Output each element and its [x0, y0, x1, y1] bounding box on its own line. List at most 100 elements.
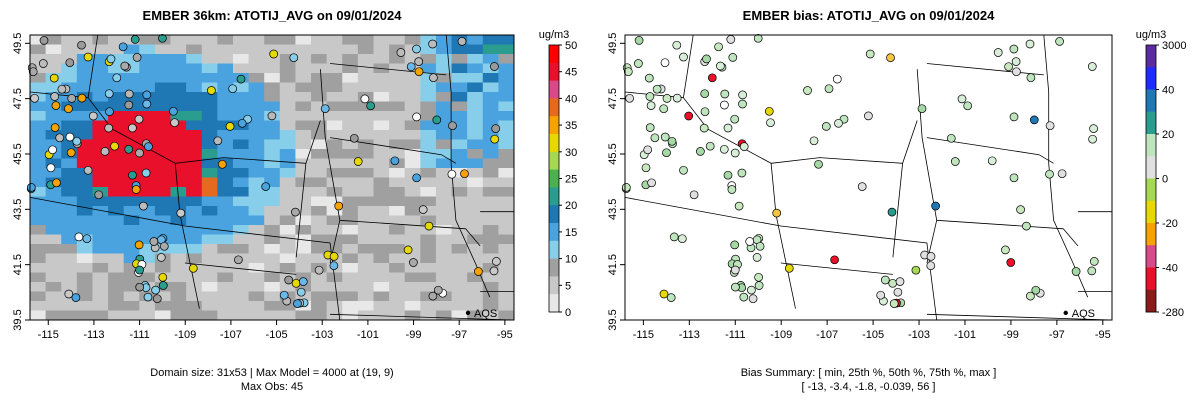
colorbar-swatch [1146, 200, 1156, 224]
grid-cell [170, 263, 187, 273]
grid-cell [45, 130, 62, 140]
grid-cell [92, 111, 109, 121]
colorbar-tick-label: 30 [565, 147, 577, 159]
grid-cell [451, 101, 468, 112]
obs-station [67, 94, 77, 103]
grid-cell [420, 291, 437, 302]
grid-cell [373, 301, 390, 311]
grid-cell [154, 130, 171, 140]
grid-cell [76, 187, 93, 197]
bias-station [621, 183, 631, 192]
grid-cell [248, 149, 265, 159]
grid-cell [482, 149, 499, 159]
grid-cell [435, 196, 452, 207]
colorbar-swatch [549, 240, 559, 260]
bias-station [911, 265, 921, 275]
grid-cell [61, 206, 78, 216]
grid-cell [482, 291, 499, 302]
colorbar-tick-label: 20 [1162, 129, 1174, 141]
grid-cell [123, 177, 140, 188]
grid-cell [201, 111, 218, 121]
grid-cell [186, 92, 203, 102]
grid-cell [279, 54, 296, 64]
grid-cell [482, 225, 499, 235]
obs-station [143, 292, 153, 302]
grid-cell [123, 310, 140, 321]
obs-station [353, 157, 363, 166]
grid-cell [357, 158, 374, 169]
grid-cell [342, 130, 359, 140]
bias-station [644, 73, 654, 83]
grid-cell [326, 54, 343, 64]
bias-station [731, 282, 740, 292]
obs-station [30, 93, 39, 103]
grid-cell [311, 54, 328, 64]
bias-station [821, 122, 831, 131]
grid-cell [435, 206, 452, 216]
state-border-line [624, 197, 938, 321]
grid-cell [108, 253, 125, 264]
bias-station [660, 58, 670, 68]
grid-cell [248, 73, 265, 83]
grid-cell [342, 291, 359, 302]
grid-cell [186, 168, 203, 178]
chart-title: EMBER 36km: ATOTIJ_AVG on 09/01/2024 [143, 8, 403, 23]
grid-cell [264, 310, 281, 321]
obs-station [414, 57, 424, 66]
grid-cell [373, 158, 390, 169]
grid-cell [232, 282, 249, 292]
grid-cell [451, 149, 468, 159]
grid-cell [404, 54, 421, 64]
grid-cell [451, 73, 468, 83]
grid-cell [92, 35, 109, 45]
grid-cell [45, 63, 62, 74]
grid-cell [420, 35, 437, 45]
state-border-line [295, 163, 307, 258]
obs-station [188, 263, 198, 273]
grid-cell [201, 177, 218, 188]
grid-cell [61, 35, 78, 45]
grid-cell [201, 215, 218, 226]
grid-cell [279, 130, 296, 140]
grid-cell [404, 158, 421, 169]
grid-cell [467, 168, 484, 178]
grid-cell [123, 82, 140, 93]
grid-cell [373, 120, 390, 131]
grid-cell [482, 253, 499, 264]
grid-cell [170, 215, 187, 226]
y-tick-label: 39.5 [12, 309, 24, 330]
colorbar-units-label: ug/m3 [539, 29, 570, 41]
grid-cell [498, 101, 515, 112]
grid-cell [30, 35, 47, 45]
grid-cell [279, 139, 296, 150]
grid-cell [467, 225, 484, 235]
grid-cell [389, 187, 406, 197]
obs-station [135, 148, 144, 158]
grid-cell [217, 215, 234, 226]
obs-station [457, 37, 467, 46]
bias-station [752, 253, 762, 262]
bias-station [720, 89, 730, 99]
grid-cell [61, 158, 78, 169]
grid-cell [311, 272, 328, 283]
grid-cell [30, 101, 47, 112]
bias-station [832, 74, 842, 84]
obs-station [131, 185, 141, 194]
model-grid [30, 35, 515, 321]
obs-station [429, 73, 438, 83]
obs-station [490, 62, 499, 71]
grid-cell [357, 282, 374, 292]
x-tick-label: -95 [1095, 329, 1111, 341]
bias-station [1055, 37, 1064, 46]
grid-cell [420, 149, 437, 159]
grid-cell [248, 196, 265, 207]
obs-station [349, 133, 359, 143]
grid-cell [467, 63, 484, 74]
grid-cell [248, 82, 265, 93]
grid-cell [154, 54, 171, 64]
obs-station [55, 133, 65, 143]
grid-cell [373, 35, 390, 45]
grid-cell [389, 130, 406, 140]
grid-cell [373, 282, 390, 292]
grid-cell [76, 130, 93, 140]
